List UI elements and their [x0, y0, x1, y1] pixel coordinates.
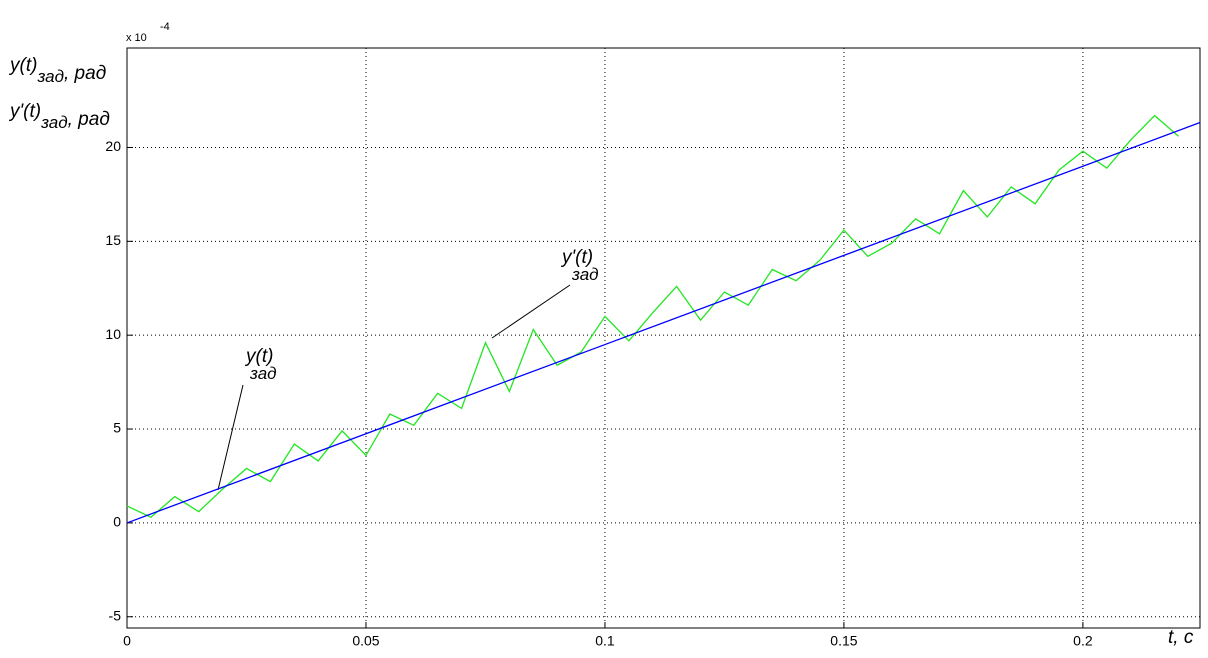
plot-area [126, 47, 1201, 629]
x-tick-label: 0.2 [1073, 633, 1093, 649]
annotation-main: y(t) [244, 346, 273, 367]
annotation: y(t) зад [244, 346, 277, 383]
y-label-sub: зад [40, 113, 68, 132]
annotation-sub: зад [249, 364, 277, 383]
y-label-unit: , рад [64, 63, 106, 84]
y-label-sub: зад [36, 67, 64, 86]
y-label: y(t)зад, рад [8, 55, 106, 86]
series-line [126, 121, 1201, 524]
y-tick-label: 0 [113, 514, 121, 530]
annotation-sub: зад [571, 265, 599, 284]
multiplier-exponent: -4 [160, 21, 170, 33]
annotation-leader [491, 284, 571, 339]
y-tick-label: 20 [105, 138, 121, 154]
multiplier-base: x 10 [126, 32, 147, 44]
x-tick-label: 0.1 [595, 633, 615, 649]
x-tick-label: 0.05 [352, 633, 379, 649]
y-label-main: y'(t) [8, 101, 41, 122]
annotation-leader [217, 384, 244, 491]
y-tick-label: 15 [105, 232, 121, 248]
y-label-main: y(t) [8, 55, 37, 76]
y-tick-label: 10 [105, 326, 121, 342]
annotation-main: y'(t) [560, 247, 593, 268]
y-tick-label: -5 [109, 607, 122, 623]
annotation: y'(t) зад [560, 247, 599, 284]
y-label-unit: , рад [68, 109, 110, 130]
x-tick-label: 0.15 [830, 633, 857, 649]
y-tick-label: 5 [113, 420, 121, 436]
x-tick-label: 0 [123, 633, 131, 649]
x-label: t, c [1168, 627, 1194, 648]
series-line [126, 114, 1179, 519]
y-label: y'(t)зад, рад [8, 101, 110, 132]
